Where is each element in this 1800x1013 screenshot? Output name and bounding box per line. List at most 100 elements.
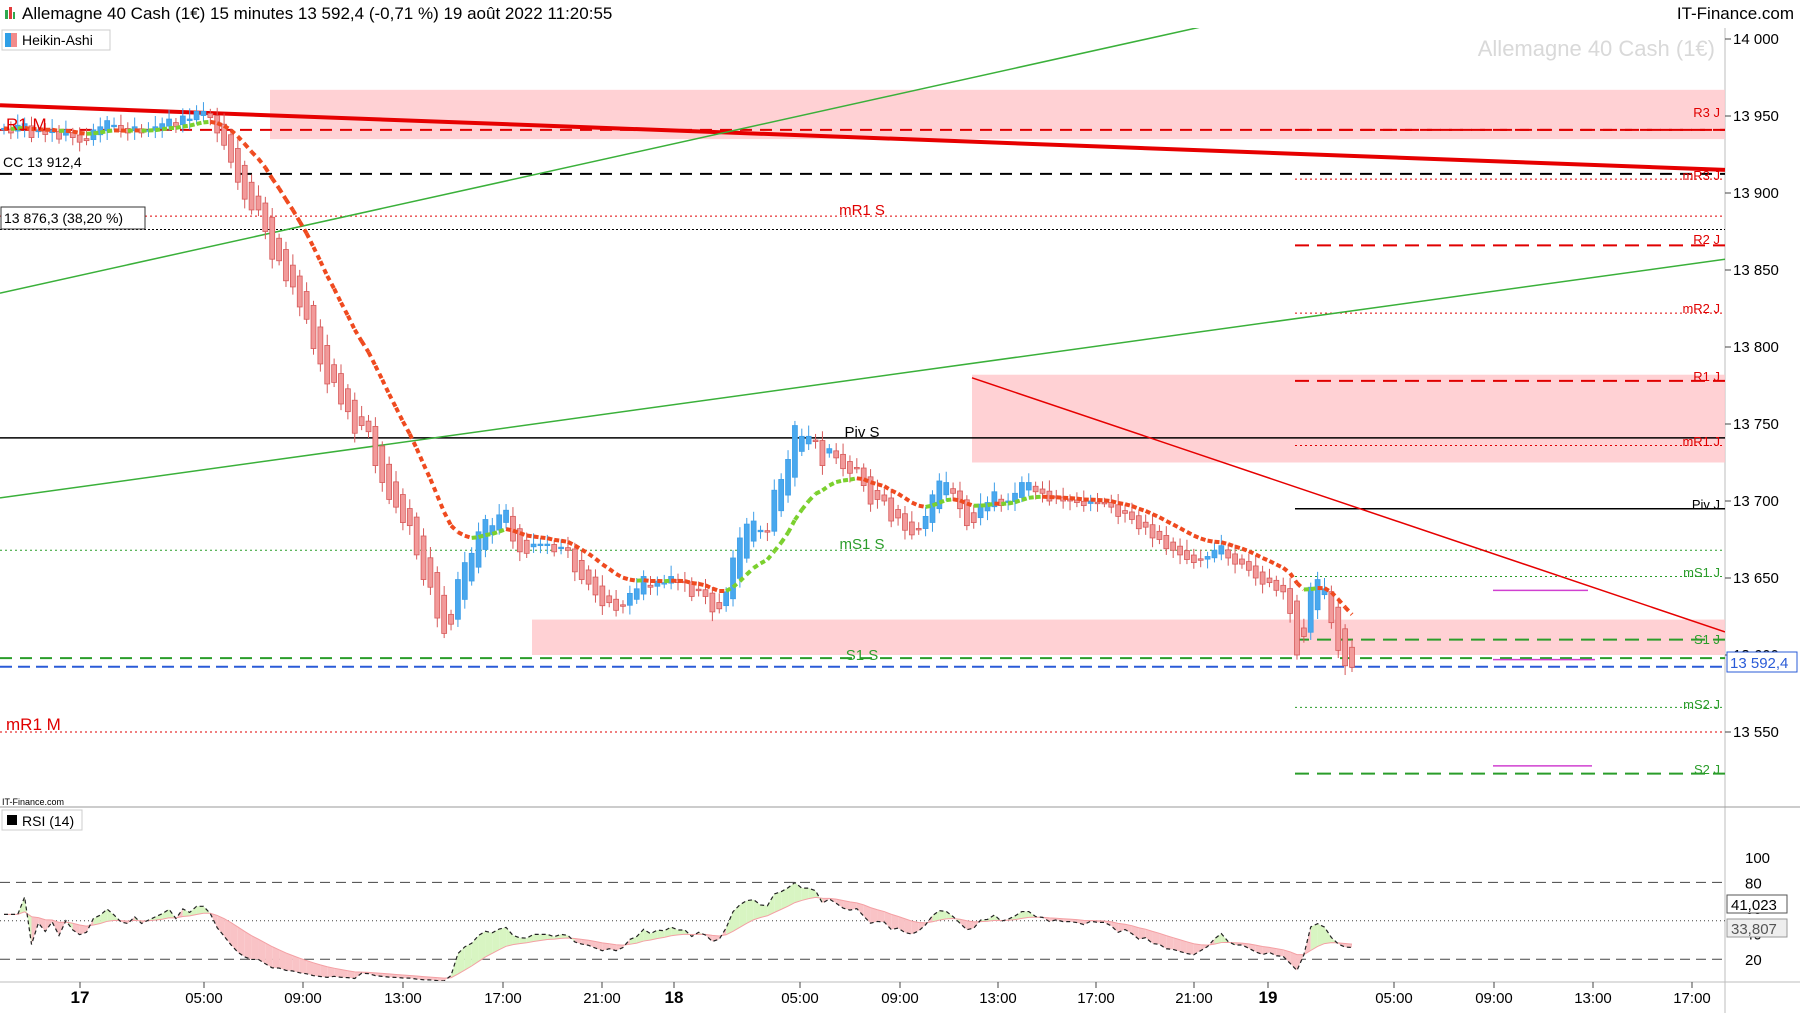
- ma-segment: [869, 480, 879, 487]
- pivot-levels: [0, 128, 1725, 775]
- ma-segment: [394, 406, 405, 423]
- chart-icon: [5, 7, 15, 19]
- ma-segment: [270, 177, 281, 190]
- ma-segment: [821, 483, 831, 493]
- ma-segment: [243, 142, 254, 154]
- candle-body: [565, 547, 571, 551]
- ma-segment: [1200, 536, 1209, 543]
- candle-body: [867, 476, 874, 505]
- candle-body: [1259, 571, 1266, 585]
- rsi-fill: [1131, 925, 1139, 940]
- ma-segment: [580, 547, 590, 556]
- rsi-fill: [966, 920, 974, 930]
- ma-segment: [325, 274, 336, 290]
- ma-segment: [263, 166, 274, 180]
- fib-label-box: 13 876,3 (38,20 %): [0, 206, 146, 230]
- ma-segment: [236, 135, 247, 146]
- candle-body: [620, 604, 626, 607]
- rsi-fill: [506, 927, 513, 947]
- ma-segment: [216, 121, 225, 128]
- ma-segment: [1104, 498, 1112, 504]
- rsi-fill: [726, 911, 734, 935]
- rsi-fill: [1180, 939, 1187, 954]
- rsi-fill: [162, 909, 170, 920]
- ma-segment: [366, 351, 378, 367]
- candle-body: [1019, 482, 1025, 498]
- indicator-legend[interactable]: Heikin-Ashi: [1, 29, 111, 51]
- rsi-fill: [320, 964, 328, 978]
- resistance-support-zones: [270, 89, 1725, 655]
- ma-segment: [65, 128, 74, 134]
- candle-body: [1218, 545, 1225, 555]
- label-mr1m: mR1 M: [6, 715, 61, 734]
- ma-segment: [1234, 544, 1243, 551]
- rsi-fill: [533, 934, 541, 942]
- candle-body: [1211, 549, 1218, 559]
- candle-body: [1245, 561, 1252, 571]
- day-label: 19: [1259, 988, 1278, 1007]
- ma-segment: [897, 492, 907, 500]
- daily-level-labels: R3 J mR3 J R2 J mR2 J R1 J mR1 J Piv J m…: [1682, 105, 1720, 777]
- chart-canvas[interactable]: Allemagne 40 Cash (1€) Heikin-Ashi R1 M …: [0, 28, 1800, 1013]
- time-axis: 17 05:00 09:00 13:00 17:00 21:00 18 05:00 09:00 1…: [71, 982, 1711, 1007]
- ma-segment: [51, 127, 60, 133]
- candle-body: [709, 592, 716, 613]
- rsi-fill: [994, 914, 1002, 922]
- candle-body: [475, 531, 482, 568]
- candle-body: [523, 539, 530, 554]
- rsi-fill: [836, 899, 844, 909]
- ma-segment: [491, 529, 500, 536]
- ma-segment: [505, 527, 514, 533]
- label-s1j: S1 J: [1694, 632, 1720, 647]
- candle-body: [1135, 515, 1142, 530]
- price-badge-value: 13 592,4: [1730, 655, 1788, 672]
- time-tick-label: 21:00: [583, 990, 621, 1007]
- candle-body: [888, 497, 895, 522]
- rsi-fill: [678, 930, 685, 935]
- ma-segment: [401, 420, 412, 435]
- rsi-fill: [519, 937, 527, 944]
- rsi-fill: [671, 927, 678, 936]
- brand-link[interactable]: IT-Finance.com: [1676, 4, 1794, 23]
- rsi-fill: [843, 900, 850, 911]
- ma-segment: [793, 508, 804, 521]
- price-tick-label: 13 950: [1733, 108, 1779, 125]
- ma-segment: [1007, 500, 1016, 506]
- ma-segment: [629, 577, 638, 583]
- candle-body: [1349, 646, 1355, 668]
- candle-body: [702, 589, 709, 597]
- rsi-fill: [1049, 917, 1057, 922]
- ma-segment: [196, 120, 204, 126]
- candle-body: [200, 110, 207, 116]
- candle-body: [1307, 586, 1314, 633]
- time-tick-label: 17:00: [1077, 990, 1115, 1007]
- ma-segment: [189, 121, 198, 128]
- ma-segment: [304, 232, 316, 249]
- rsi-fill: [609, 943, 617, 951]
- ma-segment: [498, 527, 507, 534]
- candle-body: [592, 576, 599, 596]
- price-tick-label: 13 750: [1733, 416, 1779, 433]
- ma-segment: [731, 579, 742, 589]
- rsi-signal-value: 33,807: [1731, 921, 1777, 938]
- label-mr1s: mR1 S: [839, 202, 885, 219]
- rsi-fill: [939, 910, 947, 921]
- candle-body: [688, 581, 695, 597]
- candle-body: [448, 613, 454, 625]
- rsi-legend[interactable]: RSI (14): [1, 809, 83, 831]
- ma-segment: [835, 478, 844, 485]
- candle-body: [111, 124, 117, 128]
- rsi-fill: [1076, 919, 1084, 925]
- candle-body: [950, 488, 956, 494]
- candle-body: [1170, 541, 1177, 551]
- ma-segment: [339, 301, 350, 317]
- ma-segment: [959, 498, 968, 506]
- ma-segment: [1021, 495, 1030, 502]
- rsi-fill: [788, 882, 795, 907]
- candle-body: [441, 594, 448, 634]
- candle-body: [771, 489, 778, 532]
- candle-body: [613, 598, 619, 611]
- candle-body: [496, 514, 503, 531]
- rsi-fill: [244, 931, 252, 960]
- ma-segment: [938, 498, 947, 505]
